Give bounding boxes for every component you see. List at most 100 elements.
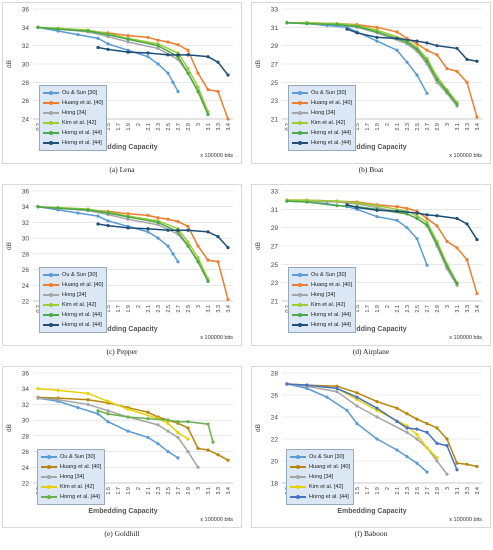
legend-entry: Horng et al. [44] — [292, 320, 352, 330]
x-tick-label: 2.3 — [405, 123, 411, 131]
data-point — [395, 218, 399, 222]
y-tick-label: 24 — [271, 415, 279, 422]
chart-caption: (b) Boat — [358, 165, 384, 174]
legend-label: Ou & Sun [30] — [62, 90, 98, 96]
data-point — [335, 204, 339, 208]
x-tick-label: 2.5 — [415, 123, 421, 131]
x-tick-label: 2.1 — [146, 123, 152, 131]
data-point — [146, 416, 150, 421]
data-point — [475, 237, 479, 242]
legend-label: Huang et al. [40] — [311, 282, 353, 288]
data-point — [126, 226, 130, 230]
data-point — [56, 388, 60, 392]
data-point — [176, 43, 180, 47]
data-point — [375, 415, 379, 419]
data-point — [355, 422, 359, 426]
data-point — [455, 216, 459, 221]
data-point — [425, 220, 429, 224]
data-point — [216, 89, 220, 94]
data-point — [375, 25, 379, 29]
x-axis-label: Embedding Capacity — [337, 144, 406, 151]
data-point — [415, 216, 419, 221]
x-tick-label: 1.5 — [106, 305, 112, 313]
legend-entry: Horng et al. [44] — [43, 138, 103, 148]
legend-label: Huang et al. [40] — [62, 282, 104, 288]
chart-legend: Ou & Sun [30] Huang et al. [40] Hong [34] K… — [288, 267, 357, 333]
legend-entry: Huang et al. [40] — [41, 462, 101, 472]
y-tick-label: 33 — [271, 189, 279, 196]
x-tick-label: 2 — [385, 487, 391, 490]
series-line — [37, 205, 209, 280]
data-point — [475, 292, 479, 296]
data-point — [106, 42, 110, 46]
data-point — [146, 227, 150, 231]
data-point — [186, 244, 190, 248]
data-point — [455, 46, 459, 51]
legend-entry: Kim et al. [42] — [41, 482, 101, 492]
chart-panel: 22242628303234360.20.30.50.70.911.21.51.… — [2, 366, 242, 542]
legend-entry: Hong [34] — [43, 290, 103, 300]
x-tick-label: 3.1 — [206, 487, 212, 495]
chart-legend: Ou & Sun [30] Huang et al. [40] Hong [34] K… — [288, 85, 357, 151]
data-point — [196, 85, 200, 89]
chart-frame: 22242628303234360.20.30.50.70.911.21.51.… — [2, 184, 242, 346]
x-tick-label: 1.7 — [365, 123, 371, 131]
legend-swatch — [43, 110, 59, 116]
data-point — [395, 448, 399, 452]
data-point — [126, 33, 130, 38]
legend-label: Horng et al. [44] — [309, 494, 349, 500]
y-tick-label: 36 — [22, 7, 30, 14]
y-tick-label: 36 — [22, 371, 30, 378]
data-point — [156, 236, 160, 240]
y-axis-label: dB — [6, 424, 13, 432]
data-point — [126, 40, 130, 44]
y-axis-label: dB — [6, 242, 13, 250]
legend-label: Horng et al. [44] — [62, 322, 102, 328]
data-point — [86, 398, 90, 402]
data-point — [435, 456, 439, 460]
legend-swatch — [43, 140, 59, 146]
data-point — [425, 41, 429, 45]
legend-entry: Ou & Sun [30] — [290, 452, 350, 462]
data-point — [475, 115, 479, 119]
data-point — [86, 208, 90, 212]
data-point — [76, 33, 80, 37]
data-point — [106, 219, 110, 223]
data-point — [186, 71, 190, 75]
legend-swatch — [43, 282, 59, 288]
chart-caption: (f) Baboon — [354, 529, 388, 538]
legend-swatch — [292, 322, 308, 328]
legend-label: Kim et al. [42] — [60, 484, 95, 490]
y-tick-label: 23 — [271, 98, 279, 105]
x-tick-label: 1.5 — [355, 123, 361, 131]
legend-entry: Kim et al. [42] — [292, 300, 352, 310]
y-tick-label: 21 — [271, 299, 279, 306]
legend-entry: Ou & Sun [30] — [292, 270, 352, 280]
legend-swatch — [292, 140, 308, 146]
data-point — [395, 48, 399, 52]
chart-frame: 212325272931330.20.30.50.70.911.21.51.71… — [251, 184, 491, 346]
data-point — [166, 228, 170, 232]
x-tick-label: 2.1 — [395, 487, 401, 495]
data-point — [455, 468, 459, 472]
x-tick-label: 3.4 — [475, 487, 481, 495]
y-tick-label: 22 — [22, 481, 30, 488]
x-tick-label: 2.1 — [146, 305, 152, 313]
legend-swatch — [292, 120, 308, 126]
x-tick-label: 2.7 — [176, 305, 182, 313]
legend-entry: Ou & Sun [30] — [43, 270, 103, 280]
data-point — [146, 410, 150, 414]
data-point — [415, 437, 419, 441]
data-point — [126, 415, 130, 419]
x-tick-label: 2 — [136, 305, 142, 308]
data-point — [126, 212, 130, 216]
y-tick-label: 26 — [271, 393, 279, 400]
x-tick-label: 3.4 — [475, 305, 481, 313]
data-point — [395, 204, 399, 209]
data-point — [196, 256, 200, 260]
data-point — [465, 258, 469, 262]
x-tick-label: 1.7 — [116, 123, 122, 131]
legend-swatch — [292, 90, 308, 96]
data-point — [375, 406, 379, 410]
legend-entry: Hong [34] — [41, 472, 101, 482]
